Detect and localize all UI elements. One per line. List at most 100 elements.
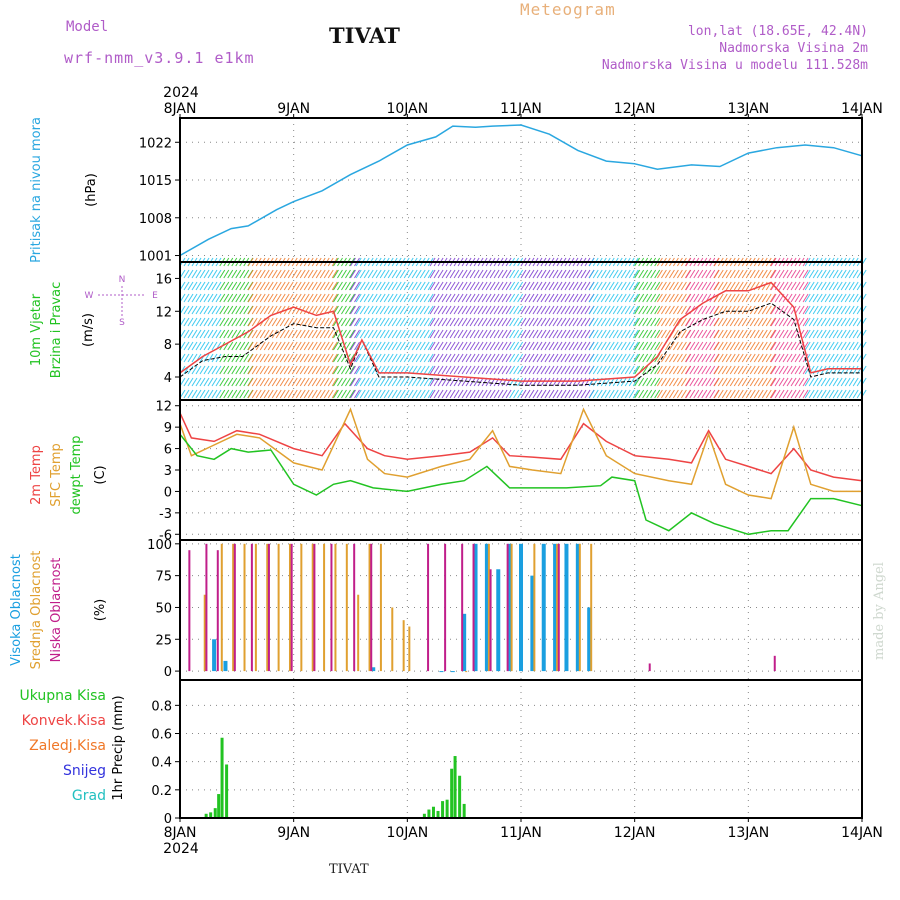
wind-barb — [461, 293, 468, 303]
wind-barb — [231, 353, 238, 363]
precip-total-bar — [217, 794, 221, 818]
wind-barb — [790, 365, 797, 375]
wind-barb — [509, 329, 516, 339]
wind-barb — [664, 317, 671, 327]
wind-barb — [769, 353, 776, 363]
wind-barb — [375, 353, 382, 363]
wind-barb — [600, 341, 607, 351]
wind-barb — [457, 269, 464, 279]
wind-barb — [848, 329, 855, 339]
wind-barb — [371, 293, 378, 303]
wind-barb — [654, 341, 661, 351]
wind-barb — [820, 317, 827, 327]
wind-barb — [588, 365, 595, 375]
wind-barb — [311, 389, 318, 399]
wind-barb — [608, 281, 615, 291]
wind-barb — [654, 269, 661, 279]
wind-barb — [693, 281, 700, 291]
wind-barb — [733, 365, 740, 375]
wind-barb — [331, 341, 338, 351]
wind-barb — [588, 341, 595, 351]
y-tick-label: 0.2 — [151, 784, 172, 799]
wind-barb — [441, 389, 448, 399]
wind-barb — [576, 293, 583, 303]
wind-barb — [363, 329, 370, 339]
wind-barb — [399, 269, 406, 279]
wind-barb — [469, 269, 476, 279]
wind-barb — [769, 269, 776, 279]
wind-barb — [227, 305, 234, 315]
wind-barb — [642, 389, 649, 399]
wind-barb — [761, 281, 768, 291]
wind-barb — [536, 377, 543, 387]
wind-barb — [729, 389, 736, 399]
wind-barb — [445, 365, 452, 375]
wind-barb — [375, 365, 382, 375]
wind-barb — [584, 293, 591, 303]
wind-barb — [672, 389, 679, 399]
wind-barb — [445, 317, 452, 327]
wind-barb — [608, 377, 615, 387]
wind-barb — [709, 341, 716, 351]
wind-barb — [654, 293, 661, 303]
wind-barb — [620, 317, 627, 327]
wind-barb — [311, 365, 318, 375]
mid-cloud-bar — [232, 543, 235, 672]
wind-barb — [391, 281, 398, 291]
wind-barb — [415, 377, 422, 387]
wind-barb — [349, 341, 355, 351]
wind-barb — [638, 281, 645, 291]
wind-barb — [485, 353, 492, 363]
wind-barb — [520, 365, 527, 375]
wind-barb — [536, 329, 543, 339]
wind-barb — [536, 305, 543, 315]
wind-barb — [725, 293, 732, 303]
panel-frame — [179, 679, 863, 819]
wind-barb — [383, 353, 390, 363]
wind-barb — [275, 281, 282, 291]
wind-barb — [349, 353, 355, 363]
wind-barb — [251, 389, 258, 399]
wind-barb — [774, 377, 781, 387]
mid-cloud-bar — [220, 543, 223, 672]
wind-barb — [733, 353, 740, 363]
wind-barb — [646, 377, 653, 387]
wind-barb — [423, 365, 430, 375]
wind-barb — [419, 353, 426, 363]
wind-barb — [733, 281, 740, 291]
wind-barb — [251, 377, 258, 387]
wind-barb — [592, 305, 599, 315]
wind-barb — [349, 293, 355, 303]
wind-barb — [808, 305, 815, 315]
wind-barb — [307, 281, 314, 291]
wind-barb — [676, 293, 683, 303]
wind-barb — [612, 365, 619, 375]
wind-barb — [725, 389, 732, 399]
wind-barb — [485, 281, 492, 291]
wind-barb — [457, 389, 464, 399]
wind-barb — [183, 353, 190, 363]
wind-barb — [616, 293, 623, 303]
wind-barb — [207, 329, 214, 339]
y-tick-label: 4 — [164, 371, 172, 386]
high-cloud-bar — [541, 543, 546, 672]
wind-barb — [620, 269, 627, 279]
wind-barb — [243, 353, 250, 363]
wind-barb — [243, 365, 250, 375]
wind-barb — [632, 281, 639, 291]
wind-barb — [676, 365, 683, 375]
wind-barb — [279, 389, 286, 399]
wind-barb — [804, 389, 811, 399]
wind-barb — [540, 317, 547, 327]
wind-barb — [828, 281, 835, 291]
wind-barb — [445, 269, 452, 279]
wind-barb — [433, 353, 440, 363]
wind-barb — [584, 269, 591, 279]
wind-barb — [341, 353, 347, 363]
wind-barb — [852, 365, 859, 375]
wind-barb — [786, 281, 793, 291]
wind-barb — [403, 305, 410, 315]
temp-unit-label: (C) — [93, 465, 108, 484]
wind-barb — [227, 317, 234, 327]
wind-barb — [303, 377, 310, 387]
